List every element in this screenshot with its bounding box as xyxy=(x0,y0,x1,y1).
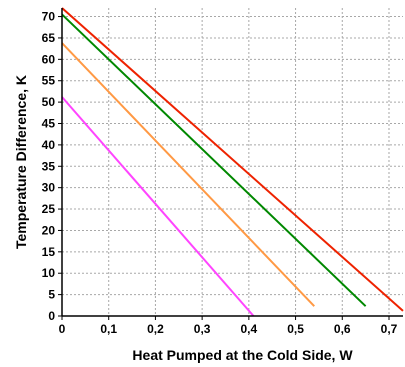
x-tick-label: 0,1 xyxy=(100,322,117,336)
series-line-3 xyxy=(61,42,315,307)
y-tick-label: 40 xyxy=(42,138,56,152)
y-tick-label: 15 xyxy=(42,245,56,259)
series-group xyxy=(61,7,404,317)
tick-labels: 0 0,1 0,2 0,3 0,4 0,5 0,6 0,7 0 5 10 15 20 25 30 35 40 45… xyxy=(42,10,398,336)
y-tick-label: 50 xyxy=(42,95,56,109)
grid xyxy=(62,8,403,316)
x-tick-label: 0,4 xyxy=(241,322,258,336)
x-axis-title: Heat Pumped at the Cold Side, W xyxy=(132,347,353,363)
series-line-1 xyxy=(61,7,404,312)
y-tick-label: 65 xyxy=(42,31,56,45)
y-tick-label: 70 xyxy=(42,10,56,24)
series-line-2 xyxy=(61,13,367,307)
y-tick-label: 30 xyxy=(42,181,56,195)
series-line-4 xyxy=(61,96,255,317)
x-tick-label: 0 xyxy=(59,322,66,336)
y-tick-label: 0 xyxy=(48,309,55,323)
y-tick-label: 25 xyxy=(42,202,56,216)
y-tick-label: 35 xyxy=(42,159,56,173)
x-tick-label: 0,5 xyxy=(287,322,304,336)
x-tick-label: 0,3 xyxy=(194,322,211,336)
y-tick-label: 20 xyxy=(42,223,56,237)
y-tick-label: 45 xyxy=(42,117,56,131)
y-tick-label: 55 xyxy=(42,74,56,88)
y-tick-label: 60 xyxy=(42,52,56,66)
x-tick-label: 0,6 xyxy=(334,322,351,336)
y-tick-label: 10 xyxy=(42,266,56,280)
y-axis-title: Temperature Difference, K xyxy=(13,75,29,249)
x-tick-label: 0,7 xyxy=(381,322,398,336)
y-tick-label: 5 xyxy=(48,288,55,302)
x-tick-label: 0,2 xyxy=(147,322,164,336)
